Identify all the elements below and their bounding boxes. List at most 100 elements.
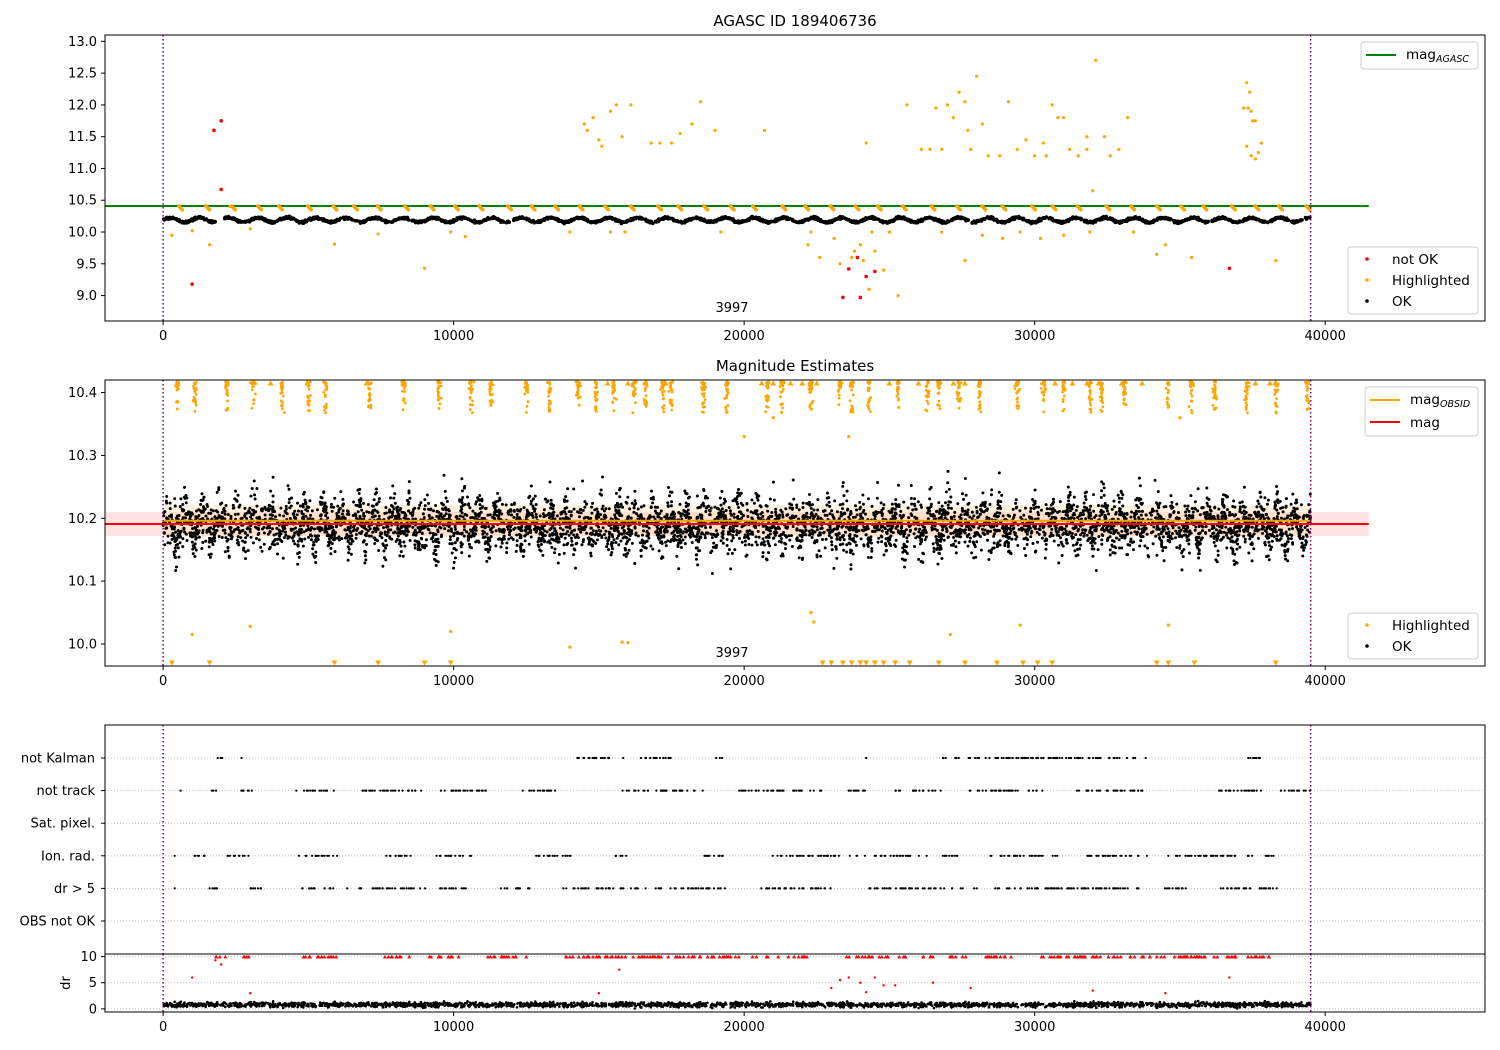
point-ok <box>462 528 466 532</box>
point-ok <box>1120 529 1124 533</box>
point-ok <box>1072 517 1076 521</box>
point-ok <box>1213 544 1217 548</box>
point-ok <box>375 217 380 221</box>
point-ok <box>1040 536 1044 540</box>
point-ok <box>1209 534 1213 538</box>
point-ok <box>1225 508 1229 512</box>
point-ok <box>696 563 700 567</box>
point-ok <box>678 502 682 506</box>
point-ok <box>445 499 449 503</box>
point-ok <box>518 509 522 513</box>
point-highlighted <box>980 122 984 126</box>
point-ok <box>485 532 489 536</box>
point-ok <box>816 508 820 512</box>
point-highlighted <box>896 293 900 298</box>
point-ok <box>485 559 489 563</box>
point-ok <box>834 547 838 551</box>
point-ok <box>1129 216 1133 220</box>
point-highlighted <box>1249 109 1253 113</box>
point-ok <box>392 496 396 500</box>
point-not-ok <box>855 255 860 260</box>
point-highlighted <box>809 230 813 234</box>
point-ok <box>250 487 254 491</box>
point-ok <box>633 216 637 221</box>
point-ok <box>584 218 588 222</box>
point-ok <box>227 554 231 558</box>
point-highlighted <box>1158 207 1163 212</box>
point-ok <box>963 528 967 532</box>
point-ok <box>639 505 643 509</box>
point-ok <box>905 528 909 532</box>
point-ok <box>625 219 629 224</box>
point-ok <box>772 219 777 224</box>
point-ok <box>256 216 260 221</box>
point-ok <box>963 540 967 544</box>
point-ok <box>453 556 457 560</box>
point-ok <box>785 217 790 221</box>
point-ok <box>648 514 652 518</box>
point-ok <box>227 215 231 220</box>
point-ok <box>1235 561 1239 565</box>
point-ok <box>262 531 266 535</box>
point-ok <box>1299 503 1303 507</box>
point-ok <box>1065 541 1069 545</box>
point-highlighted <box>406 207 411 212</box>
point-ok <box>507 537 511 541</box>
point-ok <box>308 216 312 221</box>
point-highlighted <box>207 243 212 247</box>
point-ok <box>1075 505 1079 509</box>
point-ok <box>1179 219 1183 224</box>
point-ok <box>633 561 637 565</box>
point-ok <box>1242 485 1246 489</box>
point-ok <box>577 515 581 519</box>
point-ok <box>1108 217 1113 221</box>
point-ok <box>292 534 296 538</box>
point-ok <box>743 539 747 543</box>
point-ok <box>1289 537 1293 541</box>
point-ok <box>932 549 936 553</box>
point-ok <box>255 504 259 508</box>
point-ok <box>823 546 827 550</box>
point-highlighted <box>248 227 252 231</box>
point-ok <box>545 530 549 534</box>
point-ok <box>223 509 227 513</box>
point-ok <box>478 494 482 498</box>
point-ok <box>534 512 538 516</box>
point-ok <box>743 218 748 223</box>
point-highlighted <box>659 207 664 212</box>
point-ok <box>1270 218 1275 222</box>
point-ok <box>1255 505 1259 509</box>
point-ok <box>949 218 954 222</box>
point-ok <box>423 504 427 508</box>
point-highlighted <box>1024 138 1028 142</box>
point-ok <box>911 508 915 512</box>
point-ok <box>257 538 261 542</box>
point-highlighted <box>957 90 961 94</box>
point-ok <box>1258 490 1262 494</box>
point-ok <box>177 555 181 559</box>
point-ok <box>649 544 653 548</box>
point-ok <box>718 496 722 500</box>
point-ok <box>816 498 820 502</box>
point-ok <box>269 489 273 493</box>
point-ok <box>535 220 540 224</box>
point-ok <box>935 219 940 223</box>
point-ok <box>629 516 633 520</box>
point-ok <box>880 219 884 223</box>
point-ok <box>649 219 654 224</box>
point-ok <box>235 219 240 224</box>
point-ok <box>673 533 677 537</box>
point-ok <box>517 215 522 220</box>
point-ok <box>942 538 946 542</box>
point-ok <box>880 540 884 544</box>
point-ok <box>566 541 570 545</box>
point-ok <box>233 512 237 516</box>
chart-title-magnitude: Magnitude Estimates <box>716 357 874 375</box>
point-ok <box>1212 540 1216 544</box>
point-ok <box>1186 504 1190 508</box>
point-ok <box>307 535 311 539</box>
point-ok <box>579 215 583 220</box>
point-ok <box>716 217 721 221</box>
point-highlighted <box>422 266 427 270</box>
point-ok <box>391 510 395 514</box>
